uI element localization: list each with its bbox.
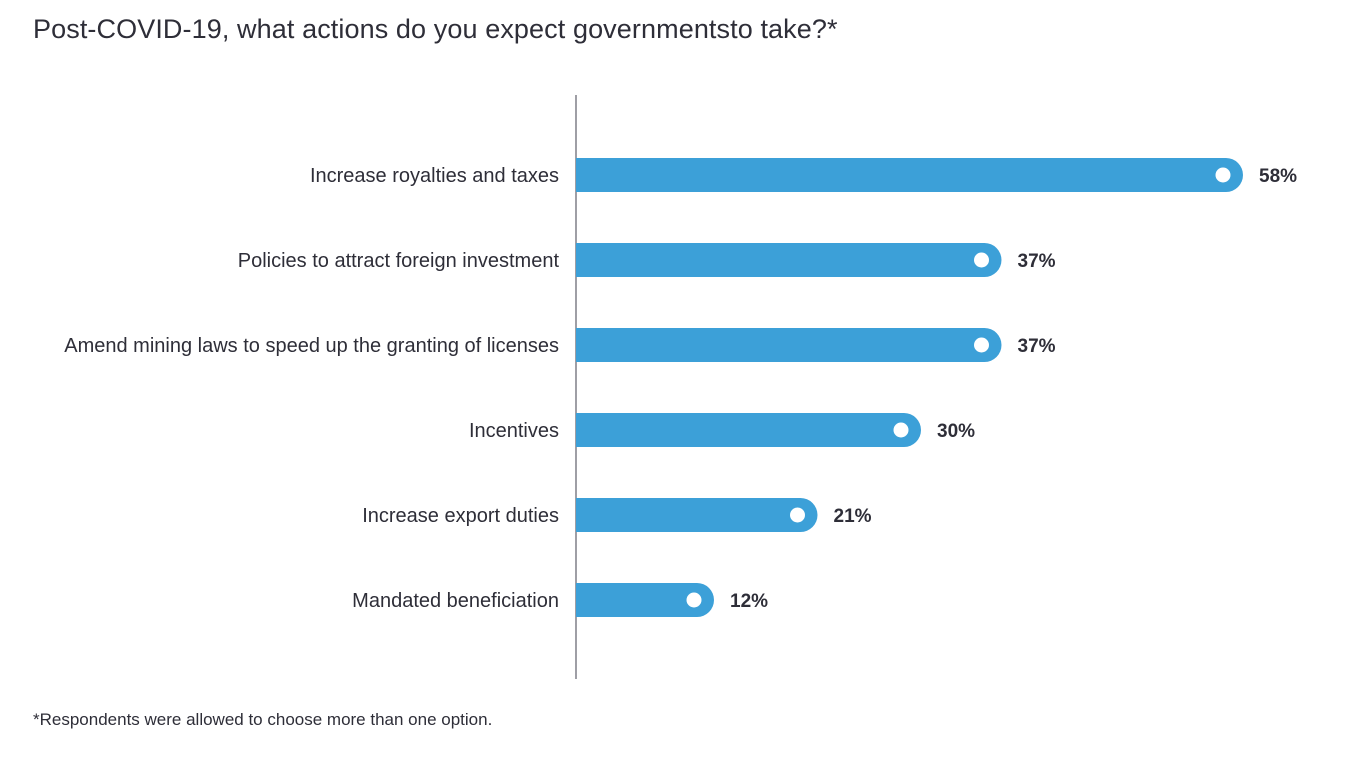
chart-title: Post-COVID-19, what actions do you expec… xyxy=(33,14,838,44)
bar xyxy=(576,243,1002,277)
bar-end-marker xyxy=(790,507,805,523)
category-label: Incentives xyxy=(469,420,559,442)
bar xyxy=(576,328,1002,362)
bar-end-marker xyxy=(974,252,989,268)
bar xyxy=(576,498,818,532)
value-label: 30% xyxy=(937,421,975,442)
bars-group: Increase royalties and taxes 58% Policies … xyxy=(64,158,1297,617)
category-label: Increase royalties and taxes xyxy=(310,165,559,187)
bar xyxy=(576,583,714,617)
value-label: 21% xyxy=(834,506,872,527)
category-label: Policies to attract foreign investment xyxy=(238,250,560,272)
bar xyxy=(576,413,921,447)
bar-end-marker xyxy=(1215,167,1231,183)
footnote: *Respondents were allowed to choose more… xyxy=(33,710,493,729)
value-label: 37% xyxy=(1018,336,1056,357)
bar-end-marker xyxy=(893,422,909,438)
category-label: Mandated beneficiation xyxy=(352,590,559,612)
value-label: 58% xyxy=(1259,166,1297,187)
bar xyxy=(576,158,1243,192)
bar-end-marker xyxy=(974,337,989,353)
value-label: 37% xyxy=(1018,251,1056,272)
bar-end-marker xyxy=(686,592,702,608)
category-label: Amend mining laws to speed up the granti… xyxy=(64,335,559,357)
value-label: 12% xyxy=(730,591,768,612)
category-label: Increase export duties xyxy=(362,505,559,527)
